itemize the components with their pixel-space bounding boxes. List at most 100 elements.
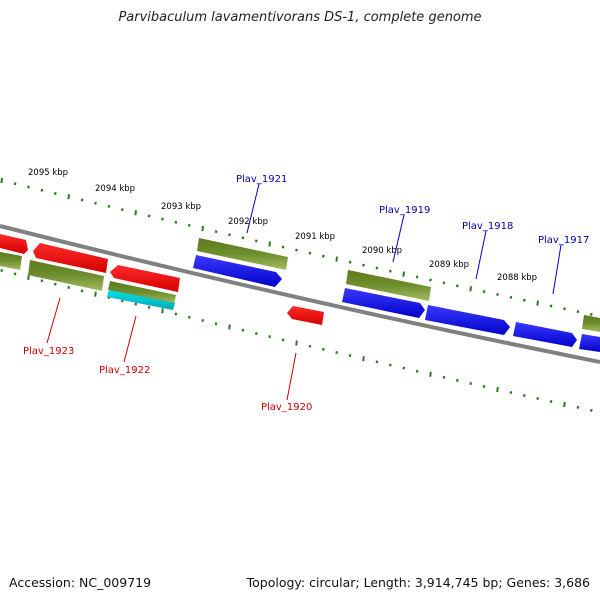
scale-tick: [80, 289, 84, 293]
scale-tick: [241, 328, 245, 332]
gene-plav-1919[interactable]: [342, 288, 425, 318]
scale-label-2091: 2091 kbp: [295, 232, 335, 242]
scale-tick: [13, 272, 17, 276]
label-plav-1921[interactable]: Plav_1921: [236, 174, 287, 185]
scale-tick: [335, 256, 338, 262]
genome-backbone: [0, 224, 600, 364]
leader-plav-1917: [552, 244, 562, 295]
scale-tick: [214, 230, 218, 234]
scale-tick: [308, 251, 312, 255]
scale-label-2092: 2092 kbp: [228, 217, 268, 227]
scale-tick: [321, 254, 325, 258]
scale-tick: [375, 266, 379, 270]
scale-tick: [120, 208, 124, 212]
scale-tick: [362, 263, 365, 267]
scale-tick: [107, 204, 111, 208]
scale-tick: [402, 271, 405, 277]
label-plav-1919[interactable]: Plav_1919: [379, 205, 430, 216]
scale-tick: [496, 386, 499, 393]
scale-tick: [402, 366, 406, 370]
scale-tick: [254, 331, 258, 335]
scale-tick: [549, 399, 553, 403]
scale-tick: [522, 394, 526, 398]
map-title: Parvibaculum lavamentivorans DS-1, compl…: [118, 10, 482, 25]
scale-tick: [40, 279, 44, 283]
gene-plav-1921[interactable]: [193, 255, 282, 287]
leader-plav-1923: [46, 297, 61, 344]
genome-summary-text: Topology: circular; Length: 3,914,745 bp…: [246, 575, 590, 590]
leader-plav-1918: [475, 230, 487, 280]
scale-tick: [362, 356, 365, 362]
scale-tick: [308, 344, 312, 348]
scale-tick: [94, 201, 97, 205]
label-plav-1922[interactable]: Plav_1922: [99, 365, 150, 376]
scale-label-2093: 2093 kbp: [161, 202, 201, 212]
scale-tick: [469, 286, 472, 292]
scale-tick: [201, 319, 205, 323]
gene-plav-1920[interactable]: [287, 306, 324, 325]
scale-tick: [522, 298, 526, 302]
label-plav-1920[interactable]: Plav_1920: [261, 402, 312, 413]
gene-plav-1922-adjacent[interactable]: [110, 265, 180, 292]
scale-tick: [415, 369, 419, 373]
scale-ticks-outer: [0, 177, 593, 316]
scale-tick: [281, 338, 285, 342]
scale-tick: [27, 185, 30, 189]
scale-tick: [509, 295, 513, 299]
scale-tick: [321, 347, 325, 351]
leader-plav-1920: [286, 352, 297, 401]
scale-tick: [281, 245, 285, 249]
label-plav-1917[interactable]: Plav_1917: [538, 235, 589, 246]
scale-tick: [375, 360, 379, 364]
scale-tick: [295, 248, 298, 252]
scale-tick: [27, 274, 30, 280]
scale-tick: [388, 363, 392, 367]
gene-red-edge[interactable]: [0, 234, 28, 254]
scale-tick: [576, 310, 580, 314]
scale-tick: [388, 269, 392, 273]
scale-label-2089: 2089 kbp: [429, 260, 469, 270]
scale-tick: [134, 210, 137, 216]
cds-feature[interactable]: [0, 252, 22, 270]
scale-tick: [455, 284, 459, 288]
leader-plav-1919: [392, 214, 405, 263]
scale-tick: [40, 188, 44, 192]
gene-plav-1916[interactable]: [579, 334, 600, 352]
cds-feature[interactable]: [28, 260, 104, 291]
leader-plav-1922: [123, 315, 137, 363]
gene-plav-1918[interactable]: [425, 305, 510, 335]
scale-label-2094: 2094 kbp: [95, 184, 135, 194]
scale-tick: [53, 282, 57, 286]
scale-tick: [415, 275, 419, 279]
gene-plav-1923[interactable]: [33, 243, 108, 273]
label-plav-1918[interactable]: Plav_1918: [462, 221, 513, 232]
cds-feature[interactable]: [582, 315, 600, 332]
scale-tick: [187, 223, 191, 227]
scale-tick: [67, 194, 70, 200]
scale-tick: [214, 322, 218, 326]
scale-tick: [0, 177, 3, 184]
scale-tick: [161, 308, 164, 314]
scale-tick: [268, 241, 271, 247]
scale-tick: [589, 408, 593, 412]
cds-feature[interactable]: [108, 281, 176, 304]
scale-tick: [80, 198, 84, 202]
cds-feature[interactable]: [197, 238, 288, 270]
scale-tick: [442, 375, 446, 379]
scale-tick: [509, 391, 513, 395]
rna-feature[interactable]: [107, 290, 175, 310]
label-plav-1923[interactable]: Plav_1923: [23, 346, 74, 357]
scale-tick: [228, 233, 231, 237]
scale-tick: [589, 312, 593, 316]
scale-tick: [94, 291, 97, 297]
scale-tick: [563, 307, 566, 311]
scale-tick: [201, 225, 204, 232]
scale-tick: [13, 182, 17, 186]
scale-tick: [496, 293, 499, 297]
scale-tick: [348, 354, 352, 358]
cds-feature[interactable]: [346, 270, 431, 301]
scale-tick: [254, 239, 258, 243]
gene-plav-1917[interactable]: [513, 322, 577, 347]
scale-tick: [147, 305, 151, 309]
